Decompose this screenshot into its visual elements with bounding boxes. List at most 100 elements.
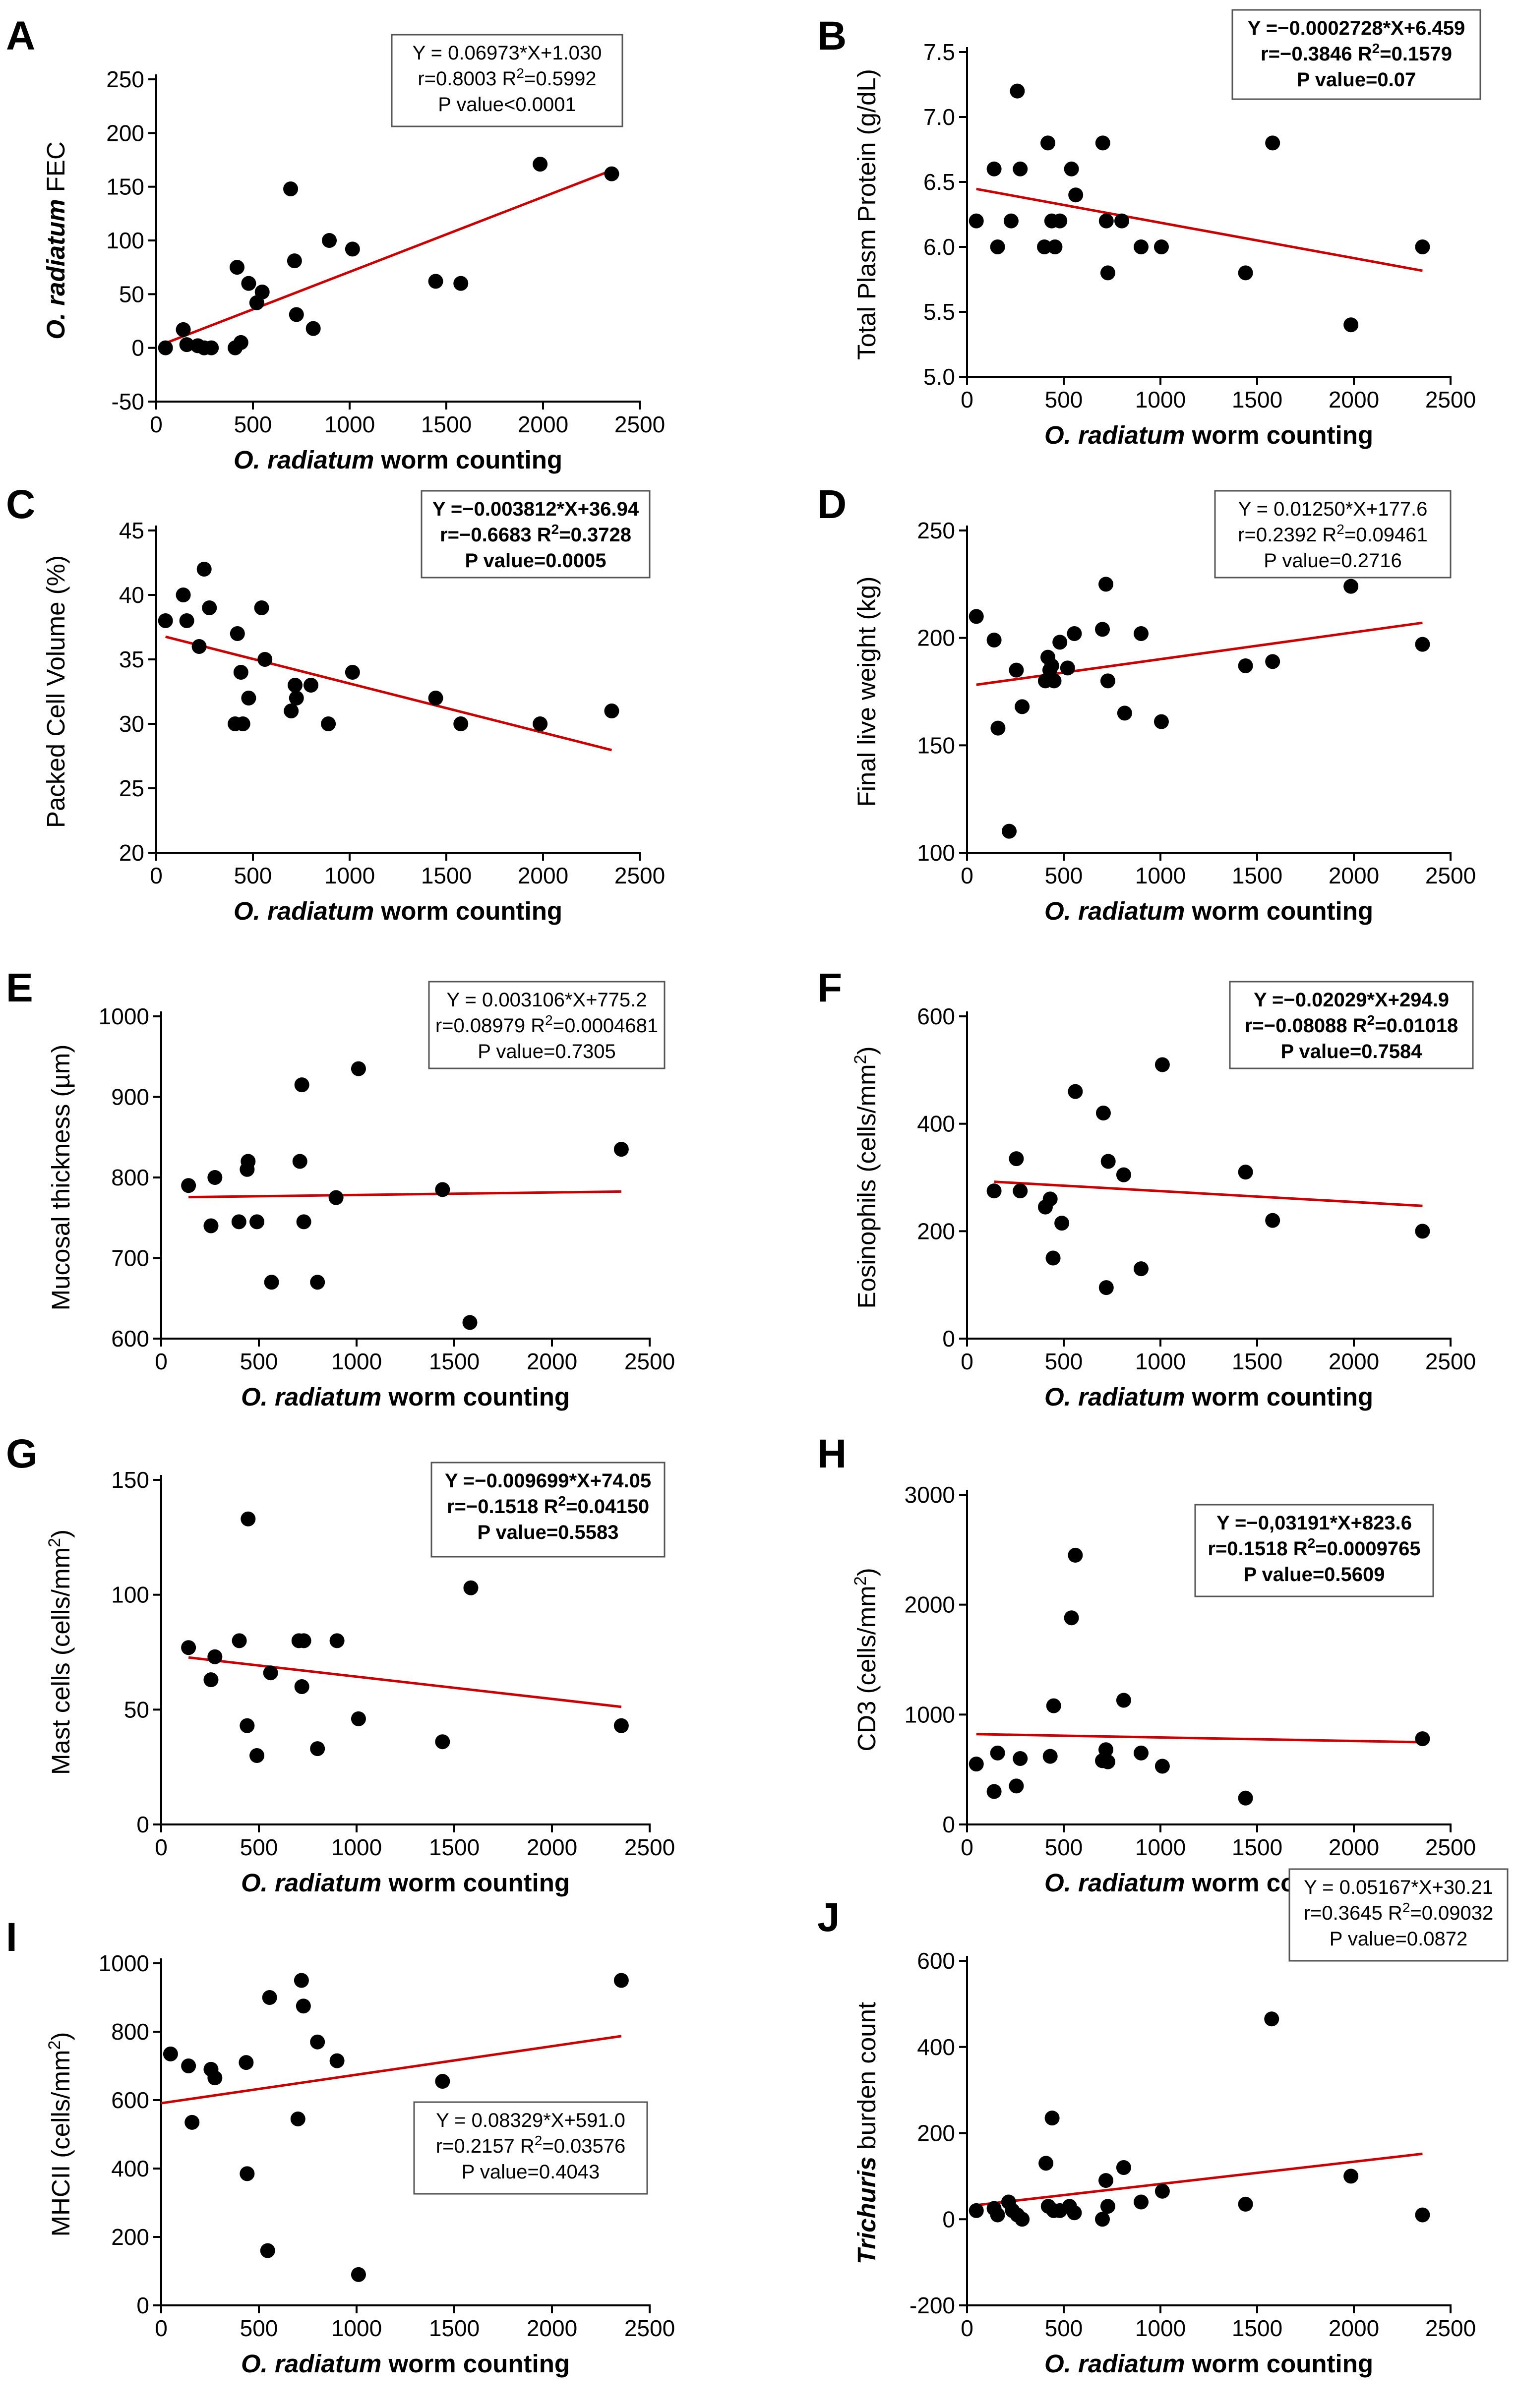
- data-point: [289, 691, 304, 705]
- stats-r2: =0.0009765: [1315, 1538, 1420, 1560]
- y-tick-label: 100: [111, 1582, 149, 1608]
- data-point: [1054, 1216, 1070, 1231]
- y-tick-label: -200: [910, 2292, 955, 2318]
- data-point: [1098, 213, 1114, 229]
- data-point: [1343, 317, 1359, 333]
- regression-line: [188, 1190, 621, 1199]
- x-tick-label: 1000: [331, 1834, 382, 1860]
- stats-r2: =0.0004681: [553, 1015, 658, 1037]
- panel-letter-c: C: [6, 482, 35, 527]
- data-point: [990, 2207, 1005, 2223]
- x-axis-title-italic: O. radiatum: [1044, 2349, 1185, 2378]
- data-point: [1134, 2194, 1149, 2210]
- data-point: [179, 337, 194, 352]
- data-point: [1047, 239, 1063, 254]
- data-point: [207, 1649, 223, 1664]
- x-axis-title-rest: worm counting: [374, 446, 562, 474]
- data-point: [1095, 1106, 1111, 1120]
- y-tick-label: 6.5: [923, 169, 955, 195]
- data-point: [1046, 1698, 1061, 1713]
- x-tick-label: 1000: [1135, 863, 1186, 888]
- stats-equation: Y = 0.08329*X+591.0: [436, 2110, 625, 2131]
- x-axis-title-rest: worm counting: [381, 2349, 570, 2378]
- stats-equation: Y =−0.0002728*X+6.459: [1248, 17, 1465, 39]
- data-point: [1095, 135, 1110, 151]
- data-point: [181, 2058, 196, 2073]
- y-tick-label: 600: [111, 2087, 149, 2113]
- data-point: [202, 600, 217, 615]
- x-tick-label: 0: [150, 411, 163, 437]
- data-point: [969, 1757, 984, 1772]
- y-axis-title-rest: Mast cells (cells/mm: [47, 1547, 75, 1775]
- y-tick-label: 800: [111, 2019, 149, 2045]
- data-point: [1046, 673, 1062, 689]
- data-point: [1009, 1151, 1024, 1167]
- x-tick-label: 2500: [1425, 1349, 1476, 1374]
- y-axis-title-italic: Trichuris: [852, 2157, 881, 2264]
- stats-equation: Y =−0.02029*X+294.9: [1254, 989, 1449, 1011]
- y-tick-label: 0: [136, 2292, 149, 2318]
- regression-line: [161, 2035, 622, 2105]
- stats-box: [428, 981, 666, 1069]
- data-point: [294, 1679, 309, 1694]
- data-point: [428, 274, 443, 289]
- x-axis-title-italic: O. radiatum: [241, 1869, 381, 1897]
- data-point: [1265, 654, 1280, 669]
- x-tick-label: 500: [240, 1834, 278, 1860]
- data-point: [351, 1711, 366, 1726]
- data-point: [1238, 1790, 1253, 1806]
- data-point: [462, 1315, 478, 1330]
- x-tick-label: 0: [155, 1834, 168, 1860]
- data-point: [1095, 2212, 1110, 2227]
- panel-letter-i: I: [6, 1915, 17, 1960]
- data-point: [1064, 1610, 1079, 1626]
- data-point: [1343, 2169, 1359, 2184]
- stats-box: [430, 1462, 666, 1558]
- x-tick-label: 2500: [624, 2315, 675, 2341]
- data-point: [1003, 213, 1019, 229]
- stats-r2: =0.1579: [1380, 43, 1452, 65]
- stats-r: r=0.3645 R: [1304, 1902, 1402, 1924]
- x-tick-label: 1000: [331, 1349, 382, 1374]
- stats-box: [1231, 9, 1481, 100]
- data-point: [604, 166, 619, 181]
- y-tick-label: 200: [917, 625, 955, 651]
- data-point: [345, 241, 360, 257]
- y-axis-title: MHCII (cells/mm2): [45, 2032, 75, 2237]
- x-tick-label: 1000: [1135, 1834, 1186, 1860]
- stats-pvalue: P value=0.7305: [478, 1041, 615, 1062]
- data-point: [1238, 658, 1253, 673]
- stats-r2: =0.09032: [1410, 1902, 1493, 1924]
- x-tick-label: 1000: [1135, 2315, 1186, 2341]
- y-tick-label: 25: [119, 775, 144, 801]
- x-axis-title: O. radiatum worm counting: [241, 2349, 570, 2378]
- data-point: [181, 1178, 196, 1193]
- data-point: [254, 600, 269, 615]
- y-tick-label: 35: [119, 646, 144, 672]
- y-tick-label: 400: [917, 2034, 955, 2060]
- data-point: [613, 1142, 629, 1157]
- stats-r2-sup: 2: [516, 65, 524, 81]
- x-tick-label: 1500: [429, 1834, 480, 1860]
- data-point: [990, 239, 1005, 254]
- data-point: [288, 678, 303, 693]
- x-tick-label: 1500: [1232, 1834, 1282, 1860]
- stats-equation: Y = 0.06973*X+1.030: [413, 42, 602, 64]
- x-tick-label: 2000: [1329, 863, 1379, 888]
- data-point: [207, 1170, 223, 1185]
- stats-r: r=0.2392 R: [1238, 524, 1336, 546]
- stats-r2-sup: 2: [535, 2133, 543, 2148]
- x-axis-title-rest: worm counting: [381, 1869, 570, 1897]
- panel-g: G 0 500 1000 1500 2000 2500 0 50 100 150 O. radiatu…: [6, 1431, 675, 1897]
- stats-correlation: r=−0.08088 R2=0.01018: [1245, 1012, 1458, 1037]
- data-point: [260, 2243, 275, 2258]
- stats-r: r=−0.1518 R: [447, 1496, 558, 1518]
- data-point: [1037, 239, 1052, 254]
- data-point: [233, 665, 248, 680]
- x-tick-label: 500: [1045, 387, 1083, 412]
- x-axis-title-italic: O. radiatum: [1044, 1869, 1185, 1897]
- stats-r: r=−0.6683 R: [440, 524, 551, 546]
- data-point: [1040, 135, 1056, 151]
- data-point: [1002, 823, 1017, 839]
